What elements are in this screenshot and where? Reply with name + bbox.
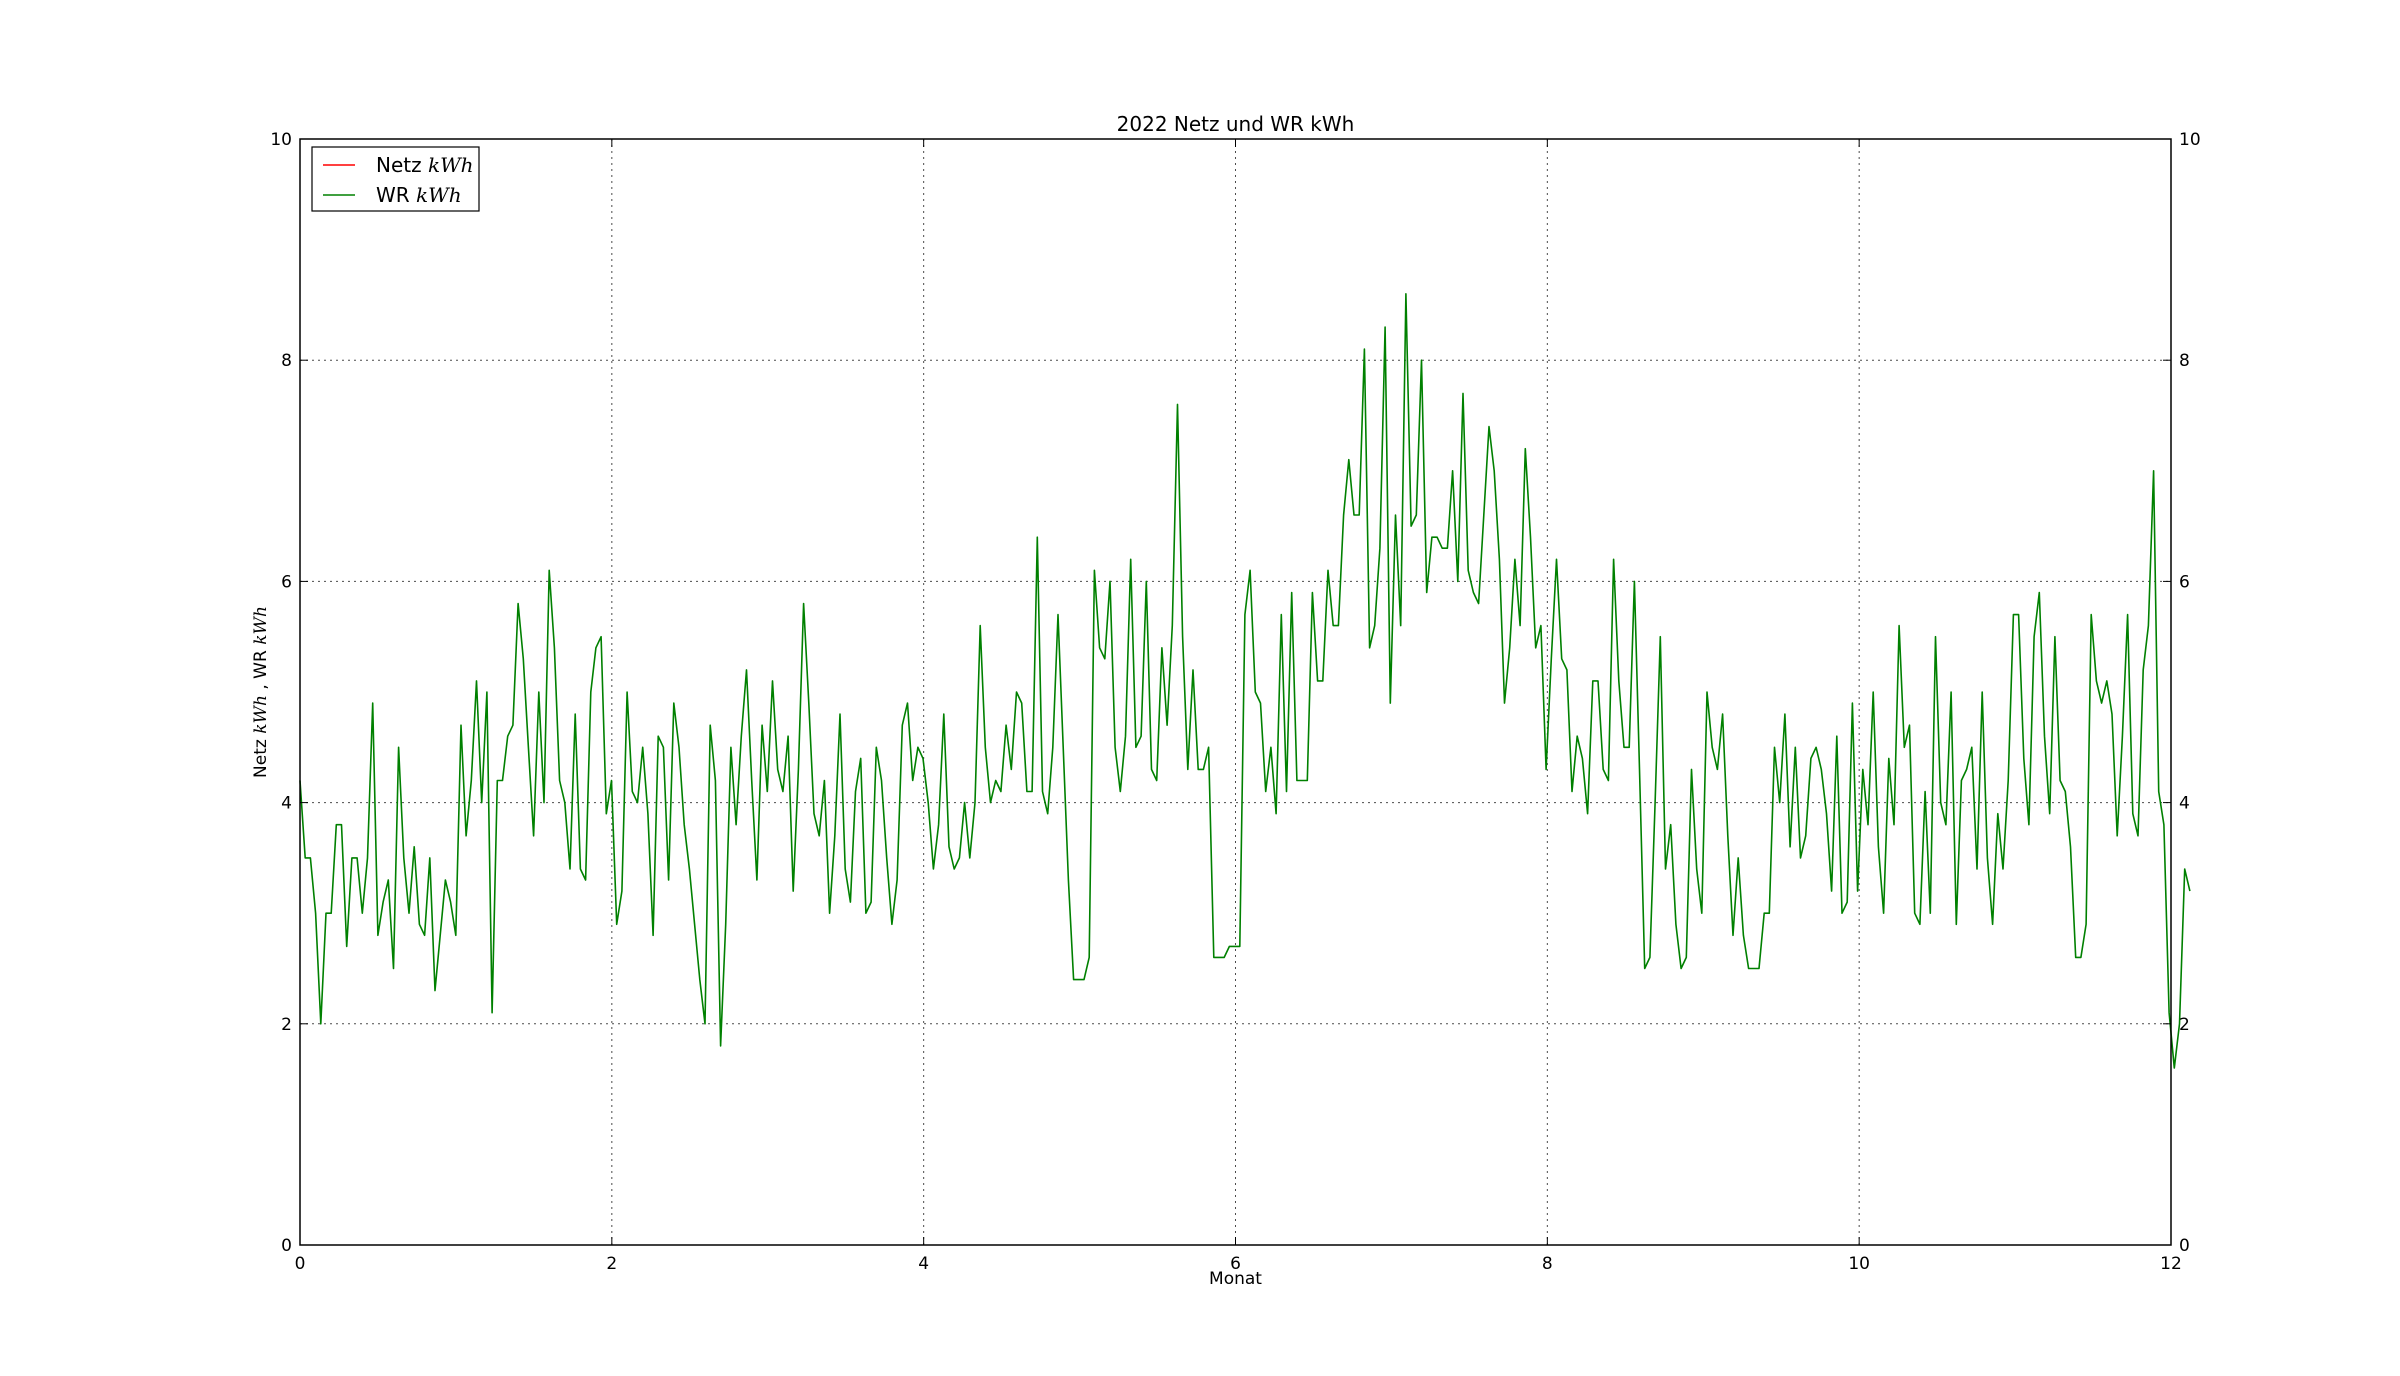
legend-label-netz-unit: kWh <box>428 153 474 177</box>
y-axis-label-part-2: kWh <box>251 695 271 734</box>
y-tick-label-right: 4 <box>2179 794 2190 814</box>
x-tick-label: 6 <box>1230 1254 1241 1274</box>
y-axis-label: Netz kWh , WR kWh <box>251 606 271 778</box>
x-tick-label: 4 <box>918 1254 929 1274</box>
legend-label-wr-prefix: WR <box>376 183 416 207</box>
y-tick-label-left: 0 <box>281 1236 292 1256</box>
y-axis-label-part-3: , WR <box>251 645 271 695</box>
chart-title: 2022 Netz und WR kWh <box>1117 112 1355 136</box>
series-layer <box>299 292 2191 1069</box>
y-tick-label-left: 4 <box>281 794 292 814</box>
legend-box <box>311 146 480 212</box>
y-tick-label-right: 6 <box>2179 572 2190 592</box>
y-axis-label-part-4: kWh <box>251 606 271 645</box>
legend-label-netz-prefix: Netz <box>376 153 428 177</box>
legend-label-wr: WR kWh <box>376 183 462 207</box>
x-axis-label: Monat <box>1209 1269 1262 1289</box>
legend-label-netz: Netz kWh <box>376 153 474 177</box>
legend: Netz kWh WR kWh <box>311 146 480 212</box>
series-line-1 <box>299 292 2191 1069</box>
x-tick-label: 8 <box>1542 1254 1553 1274</box>
y-tick-label-left: 6 <box>281 572 292 592</box>
y-tick-label-left: 2 <box>281 1015 292 1035</box>
x-tick-label: 2 <box>606 1254 617 1274</box>
grid <box>300 139 2171 1245</box>
y-tick-label-left: 8 <box>281 351 292 371</box>
x-tick-label: 12 <box>2160 1254 2182 1274</box>
y-axis-label-part-1: Netz <box>251 734 271 778</box>
x-tick-label: 0 <box>295 1254 306 1274</box>
y-tick-label-left: 10 <box>270 130 292 150</box>
y-tick-label-right: 0 <box>2179 1236 2190 1256</box>
y-tick-label-right: 10 <box>2179 130 2201 150</box>
legend-label-wr-unit: kWh <box>416 183 462 207</box>
ticks: 0 2 4 6 8 10 120 02 24 46 68 810 10 <box>270 130 2200 1274</box>
y-tick-label-right: 8 <box>2179 351 2190 371</box>
x-tick-label: 10 <box>1848 1254 1870 1274</box>
y-tick-label-right: 2 <box>2179 1015 2190 1035</box>
